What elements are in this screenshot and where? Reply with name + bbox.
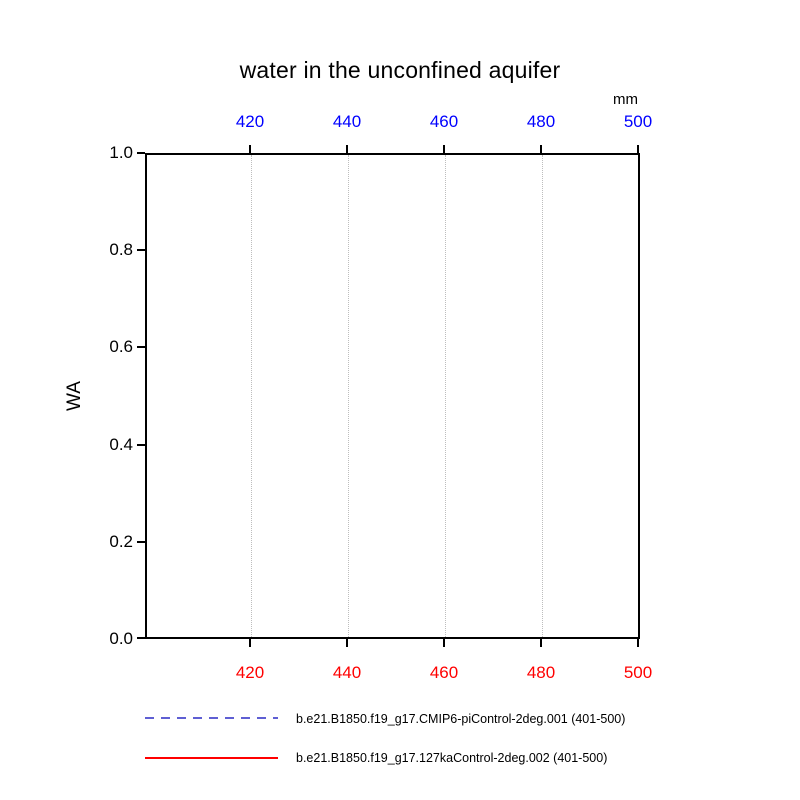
bottom-axis-tick-label: 480: [526, 663, 556, 682]
bottom-axis-tick: [540, 639, 542, 647]
top-axis-tick: [346, 145, 348, 153]
y-axis-tick-label: 0.8: [109, 240, 133, 259]
bottom-axis-tick-label: 440: [332, 663, 362, 682]
y-axis-title: WA: [64, 381, 85, 411]
bottom-axis-tick-label: 460: [429, 663, 459, 682]
y-axis-tick: [137, 346, 145, 348]
y-axis-tick-label: 0.2: [109, 532, 133, 551]
y-axis-tick: [137, 152, 145, 154]
legend-line-dashed: [145, 717, 278, 719]
top-axis-tick-label: 440: [332, 112, 362, 131]
top-axis-tick: [249, 145, 251, 153]
top-axis-units-label: mm: [613, 91, 638, 108]
bottom-axis-tick: [637, 639, 639, 647]
gridline-420: [251, 155, 252, 637]
top-axis-tick: [540, 145, 542, 153]
gridline-480: [542, 155, 543, 637]
gridline-440: [348, 155, 349, 637]
top-axis-tick-label: 480: [526, 112, 556, 131]
legend-label-picontrol: b.e21.B1850.f19_g17.CMIP6-piControl-2deg…: [296, 712, 626, 726]
y-axis-tick-label: 1.0: [109, 143, 133, 162]
chart-title: water in the unconfined aquifer: [239, 57, 561, 83]
bottom-axis-tick: [249, 639, 251, 647]
legend-label-127kacontrol: b.e21.B1850.f19_g17.127kaControl-2deg.00…: [296, 751, 608, 765]
top-axis-tick: [637, 145, 639, 153]
bottom-axis-tick-label: 500: [623, 663, 653, 682]
y-axis-tick: [137, 541, 145, 543]
legend-line-solid: [145, 757, 278, 759]
top-axis-tick-label: 420: [235, 112, 265, 131]
y-axis-tick: [137, 637, 145, 639]
bottom-axis-tick-label: 420: [235, 663, 265, 682]
y-axis-tick-label: 0.0: [109, 629, 133, 648]
y-axis-tick: [137, 249, 145, 251]
bottom-axis-tick: [443, 639, 445, 647]
plot-area: [145, 153, 640, 639]
y-axis-tick-label: 0.4: [109, 435, 133, 454]
top-axis-tick-label: 500: [623, 112, 653, 131]
top-axis-tick: [443, 145, 445, 153]
y-axis-tick: [137, 444, 145, 446]
bottom-axis-tick: [346, 639, 348, 647]
top-axis-tick-label: 460: [429, 112, 459, 131]
gridline-460: [445, 155, 446, 637]
y-axis-tick-label: 0.6: [109, 337, 133, 356]
